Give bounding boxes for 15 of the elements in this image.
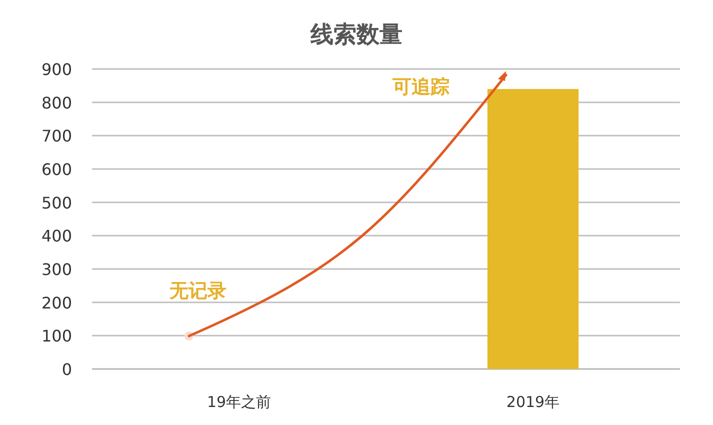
- y-tick-label: 400: [41, 226, 72, 246]
- annotation: 可追踪: [392, 76, 450, 98]
- y-tick-label: 700: [41, 126, 72, 146]
- y-tick-label: 900: [41, 60, 72, 79]
- y-tick-label: 800: [41, 93, 72, 112]
- chart-title: 线索数量: [310, 22, 402, 48]
- y-tick-label: 200: [41, 293, 72, 312]
- x-tick-label: 19年之前: [206, 393, 272, 411]
- y-tick-label: 600: [41, 160, 72, 179]
- y-tick-label: 500: [41, 193, 72, 212]
- annotation: 无记录: [168, 280, 226, 302]
- x-tick-label: 2019年: [506, 393, 560, 411]
- y-tick-label: 100: [41, 326, 72, 346]
- y-tick-label: 0: [62, 360, 72, 379]
- y-tick-label: 300: [41, 260, 72, 279]
